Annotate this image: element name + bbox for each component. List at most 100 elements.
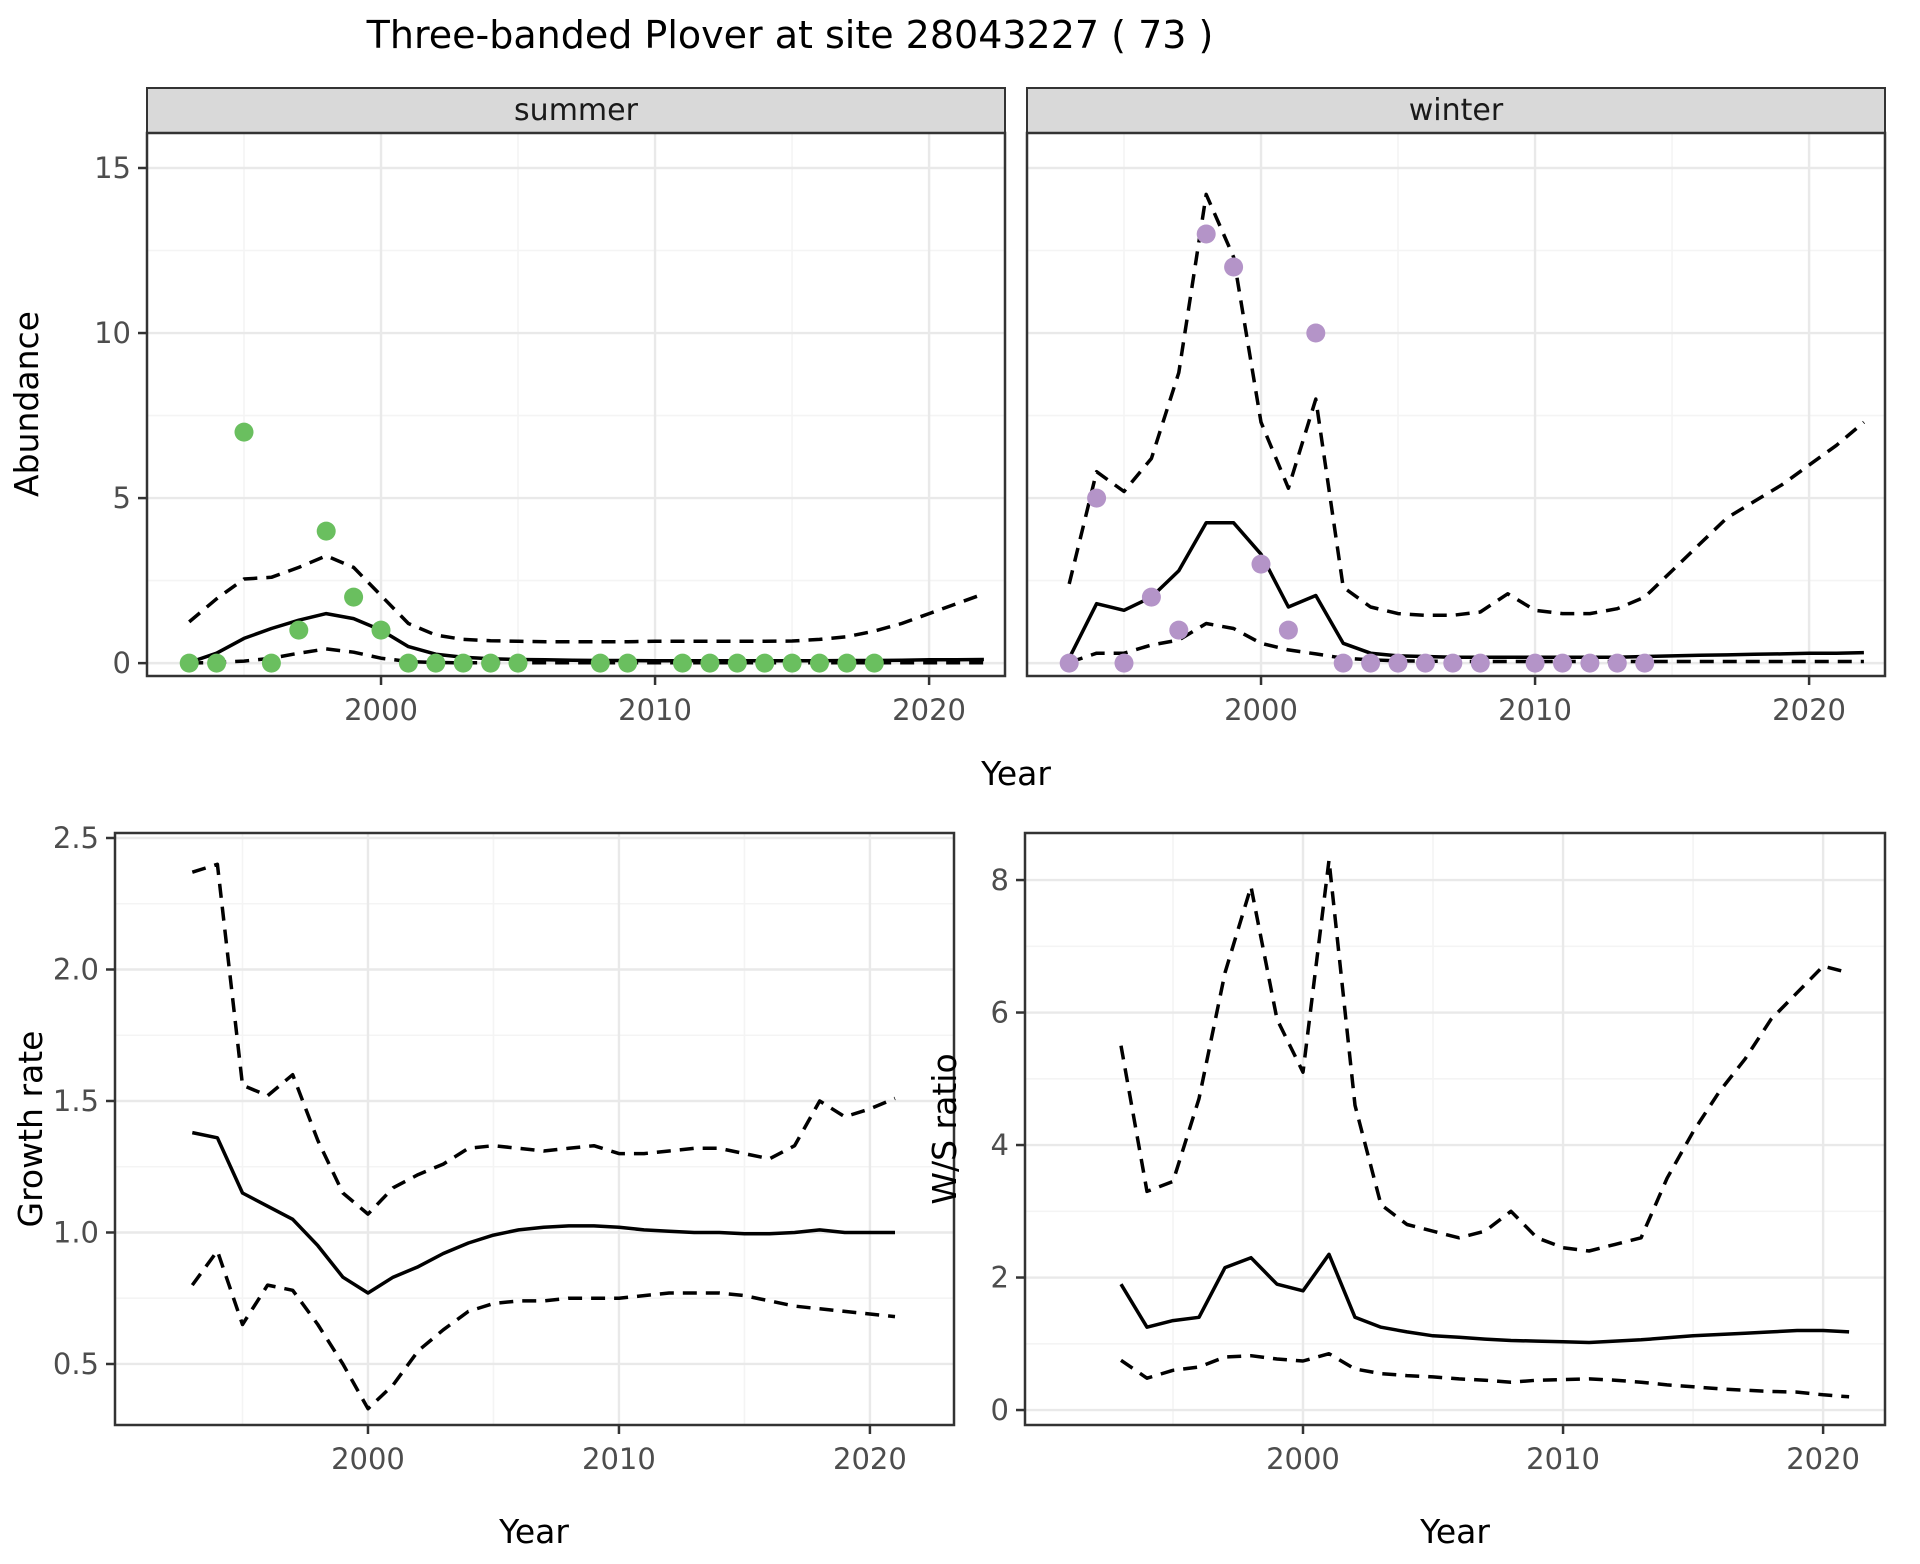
data-point <box>1553 653 1572 673</box>
data-point <box>1388 653 1408 673</box>
data-point <box>1306 323 1326 343</box>
y-tick-label: 6 <box>991 996 1009 1030</box>
data-point <box>289 620 309 640</box>
x-axis-title-year-top: Year <box>980 754 1051 793</box>
gridlines-minor <box>147 133 1005 676</box>
panel-background <box>1027 133 1885 676</box>
panel-abundance-winter: 2000 2010 2020 <box>1025 131 1887 727</box>
gridlines-major <box>1027 133 1885 676</box>
strip-label-summer: summer <box>514 93 639 128</box>
x-tick-label: 2020 <box>892 693 966 727</box>
axis-ticks: 2000 2010 2020 0 2 4 6 8 <box>991 863 1860 1476</box>
lower-ci-line <box>1068 621 1864 665</box>
data-point <box>1333 653 1353 673</box>
data-point <box>1251 554 1271 574</box>
data-point <box>1141 587 1161 607</box>
gridlines-minor <box>115 833 954 1425</box>
y-tick-label: 8 <box>991 863 1009 897</box>
data-point <box>1169 620 1189 640</box>
data-point <box>234 422 254 442</box>
data-point <box>316 521 336 541</box>
x-tick-label: 2000 <box>344 693 418 727</box>
y-tick-label: 15 <box>94 151 131 185</box>
data-point <box>398 653 418 673</box>
data-points <box>1059 224 1655 673</box>
gridlines-major <box>115 833 954 1425</box>
data-point <box>1580 653 1600 673</box>
y-tick-label: 10 <box>94 316 131 350</box>
y-axis-title-ws-ratio: W/S ratio <box>925 1053 964 1204</box>
data-point <box>590 653 610 673</box>
data-point <box>1415 653 1435 673</box>
facet-strip-winter: winter <box>1026 87 1886 134</box>
y-tick-label: 2.5 <box>53 821 99 855</box>
data-point <box>481 653 501 673</box>
mean-line <box>1067 521 1864 659</box>
x-tick-label: 2010 <box>1526 1442 1600 1476</box>
y-tick-label: 2 <box>991 1261 1009 1295</box>
data-point <box>700 653 720 673</box>
panel-background <box>1025 833 1885 1425</box>
data-point <box>1059 653 1079 673</box>
y-axis-title-abundance: Abundance <box>7 311 46 497</box>
upper-ci-line <box>191 862 896 1216</box>
y-tick-label: 0 <box>991 1393 1009 1427</box>
gridlines-minor <box>1025 833 1885 1425</box>
x-axis-title-year-growth: Year <box>498 1512 569 1551</box>
data-point <box>508 653 528 673</box>
data-point <box>426 653 446 673</box>
facet-strip-summer: summer <box>146 87 1006 134</box>
y-tick-label: 5 <box>113 481 131 515</box>
y-tick-label: 0.5 <box>53 1347 99 1381</box>
x-axis-title-year-ws: Year <box>1419 1512 1490 1551</box>
panel-border <box>145 131 1007 678</box>
data-point <box>207 653 227 673</box>
y-tick-label: 4 <box>991 1128 1009 1162</box>
x-tick-label: 2020 <box>833 1442 907 1476</box>
mean-line <box>191 1130 895 1295</box>
axis-ticks: 2000 2010 2020 <box>1224 676 1846 727</box>
strip-background <box>1026 87 1886 134</box>
panel-background <box>147 133 1005 676</box>
x-tick-label: 2000 <box>331 1442 405 1476</box>
panel-abundance-summer: 2000 2010 2020 0 5 10 15 <box>94 131 1007 727</box>
data-point <box>1607 653 1627 673</box>
y-tick-label: 0 <box>113 646 131 680</box>
strip-label-winter: winter <box>1409 93 1504 128</box>
y-axis-title-growth-rate: Growth rate <box>11 1031 50 1228</box>
data-points <box>179 422 884 673</box>
upper-ci-line <box>188 554 985 644</box>
data-point <box>727 653 747 673</box>
upper-ci-line <box>1067 192 1866 618</box>
panel-border <box>1025 131 1887 678</box>
upper-ci-line <box>1119 858 1850 1253</box>
data-point <box>261 653 281 673</box>
data-point <box>1278 620 1298 640</box>
y-tick-label: 2.0 <box>53 952 99 986</box>
data-point <box>1196 224 1216 244</box>
data-point <box>618 653 638 673</box>
data-point <box>1114 653 1134 673</box>
page-title: Three-banded Plover at site 28043227 ( 7… <box>366 13 1214 57</box>
x-tick-label: 2000 <box>1266 1442 1340 1476</box>
strip-background <box>146 87 1006 134</box>
data-point <box>371 620 391 640</box>
data-point <box>837 653 857 673</box>
gridlines-major <box>147 133 1005 676</box>
x-tick-label: 2010 <box>618 693 692 727</box>
data-point <box>782 653 802 673</box>
y-tick-label: 1.0 <box>53 1215 99 1249</box>
x-tick-label: 2020 <box>1786 1442 1860 1476</box>
data-point <box>1087 488 1107 508</box>
panel-background <box>115 833 954 1425</box>
gridlines-major <box>1025 833 1885 1425</box>
data-point <box>1443 653 1463 673</box>
panel-growth-rate: 2000 2010 2020 0.5 1.0 1.5 2.0 2.5 <box>53 821 956 1476</box>
panel-ws-ratio: 2000 2010 2020 0 2 4 6 8 <box>991 831 1887 1476</box>
x-tick-label: 2010 <box>1498 693 1572 727</box>
data-point <box>179 653 199 673</box>
data-point <box>1361 653 1381 673</box>
data-point <box>1224 257 1244 277</box>
